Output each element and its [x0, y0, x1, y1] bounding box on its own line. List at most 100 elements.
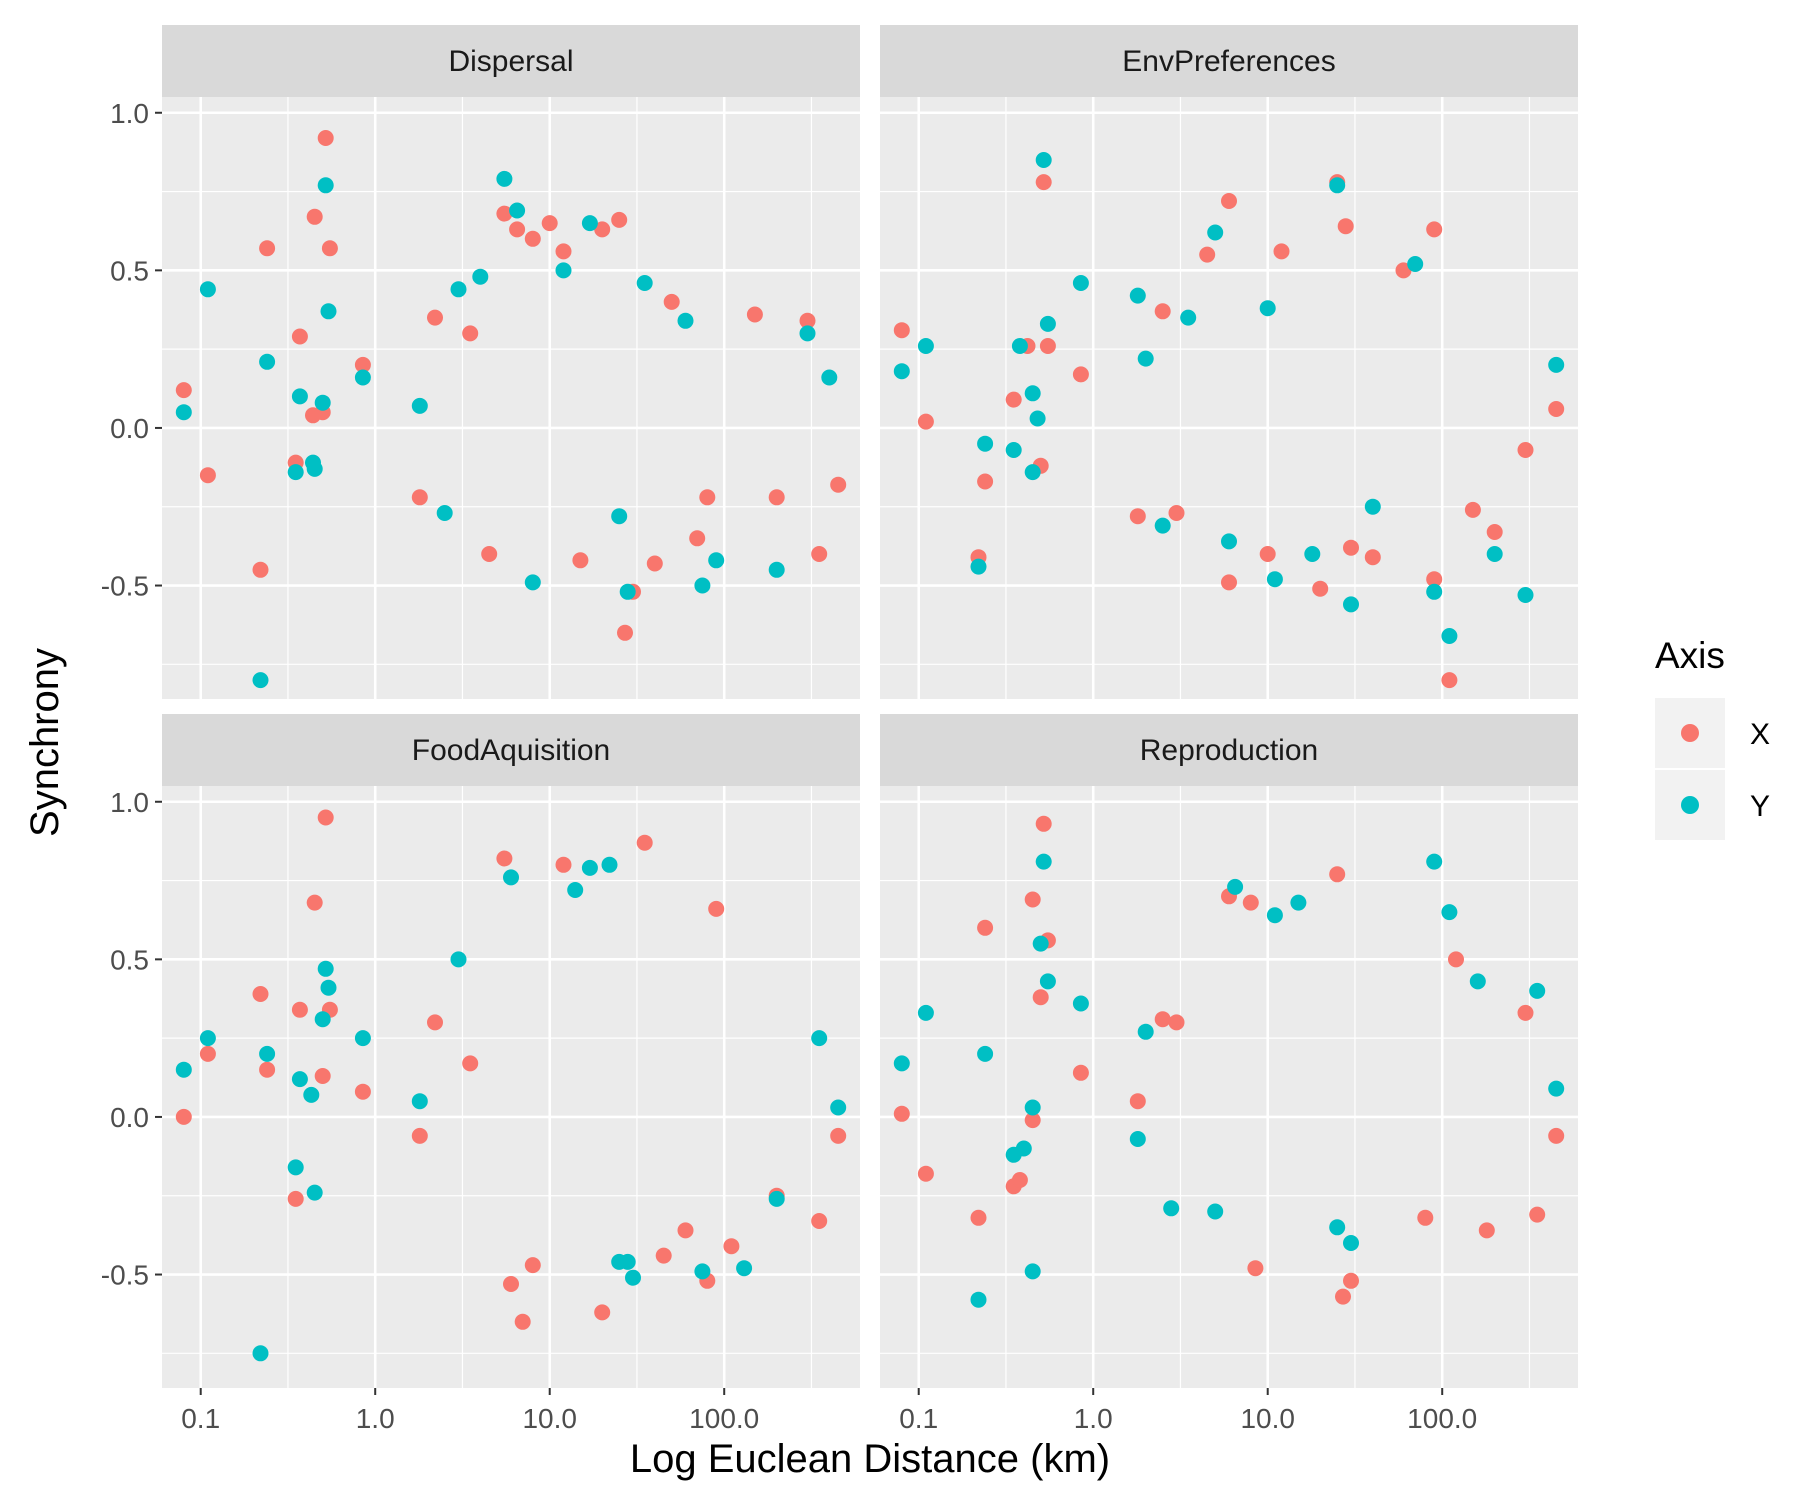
data-point: [1273, 243, 1290, 260]
data-point: [541, 215, 558, 232]
data-point: [646, 555, 663, 572]
data-point: [619, 583, 636, 600]
series-x: [893, 815, 1565, 1305]
data-point: [893, 1105, 910, 1122]
data-point: [1548, 1080, 1565, 1097]
data-point: [1011, 1172, 1028, 1188]
data-point: [1312, 580, 1329, 597]
data-point: [199, 467, 216, 484]
data-point: [514, 1313, 531, 1330]
facet-strip: [162, 25, 860, 97]
data-point: [259, 1045, 276, 1062]
data-point: [411, 397, 428, 414]
data-point: [354, 356, 371, 373]
x-axis-title: Log Euclean Distance (km): [630, 1437, 1110, 1481]
data-point: [617, 624, 633, 641]
data-point: [450, 281, 467, 298]
y-tick-label: 1.0: [110, 787, 149, 818]
data-point: [1517, 587, 1534, 603]
data-point: [663, 293, 680, 310]
data-point: [1154, 517, 1171, 534]
data-point: [611, 508, 628, 525]
data-point: [1024, 1099, 1041, 1116]
data-point: [1163, 1200, 1180, 1217]
data-point: [524, 574, 541, 591]
series-y: [175, 170, 838, 689]
data-point: [893, 1055, 910, 1072]
data-point: [320, 303, 337, 320]
x-tick-label: 100.0: [1407, 1403, 1477, 1434]
data-point: [694, 1263, 711, 1280]
data-point: [175, 1061, 192, 1078]
data-point: [768, 1190, 785, 1207]
data-point: [1072, 275, 1089, 291]
y-tick-label: -0.5: [101, 571, 149, 602]
data-point: [411, 1093, 428, 1110]
panel-foodaquisition: FoodAquisition 1.0 0.5 0.0 -0.5 0.1 1.0 10.0 100…: [101, 714, 860, 1434]
facet-title: FoodAquisition: [412, 734, 610, 767]
data-point: [1227, 878, 1244, 895]
data-point: [306, 1184, 323, 1201]
x-tick-label: 1.0: [356, 1403, 395, 1434]
data-point: [1221, 533, 1237, 550]
data-point: [1266, 907, 1283, 924]
data-point: [1154, 303, 1171, 320]
data-point: [811, 1030, 828, 1047]
facet-strip: [880, 25, 1578, 97]
data-point: [411, 1127, 428, 1144]
data-point: [1242, 894, 1259, 911]
data-point: [736, 1260, 753, 1277]
data-point: [252, 672, 269, 689]
data-point: [1304, 546, 1321, 562]
x-tick-label: 0.1: [181, 1403, 220, 1434]
data-point: [1364, 549, 1381, 566]
data-point: [252, 1345, 269, 1362]
data-point: [1221, 193, 1237, 209]
data-point: [601, 856, 618, 873]
data-point: [496, 850, 513, 867]
data-point: [481, 546, 498, 562]
data-point: [655, 1247, 672, 1264]
facet-title: Reproduction: [1140, 734, 1318, 767]
data-point: [305, 454, 321, 471]
panel-reproduction: Reproduction 0.1 1.0 10.0 100.0: [880, 714, 1578, 1434]
data-point: [1137, 350, 1154, 367]
data-point: [1426, 853, 1443, 870]
panel-background: [880, 97, 1578, 699]
data-point: [1011, 338, 1028, 354]
series-y: [175, 856, 847, 1362]
data-point: [1180, 309, 1197, 326]
data-point: [1441, 672, 1458, 689]
data-point: [1343, 596, 1359, 613]
data-point: [1364, 498, 1381, 515]
data-point: [427, 1014, 443, 1031]
data-point: [1072, 1064, 1089, 1081]
y-tick-label: 0.5: [110, 255, 149, 286]
data-point: [1329, 177, 1346, 194]
data-point: [581, 215, 598, 232]
data-point: [1137, 1023, 1154, 1040]
data-point: [1015, 1140, 1032, 1157]
data-point: [917, 413, 934, 430]
data-point: [768, 489, 785, 506]
data-point: [1486, 524, 1503, 540]
data-point: [708, 552, 725, 569]
data-point: [1032, 935, 1049, 952]
data-point: [611, 211, 628, 228]
data-point: [354, 369, 371, 386]
data-point: [1221, 574, 1237, 591]
data-point: [555, 856, 572, 873]
data-point: [1548, 401, 1565, 417]
data-point: [572, 552, 589, 569]
legend-label: Y: [1750, 790, 1770, 823]
data-point: [503, 1276, 519, 1292]
data-point: [1478, 1222, 1495, 1239]
data-point: [1168, 505, 1185, 521]
data-point: [1529, 1206, 1546, 1223]
data-point: [303, 1086, 320, 1103]
data-point: [411, 489, 428, 506]
data-point: [1039, 315, 1056, 332]
data-point: [830, 1127, 847, 1144]
data-point: [496, 205, 513, 222]
data-point: [314, 1011, 331, 1028]
